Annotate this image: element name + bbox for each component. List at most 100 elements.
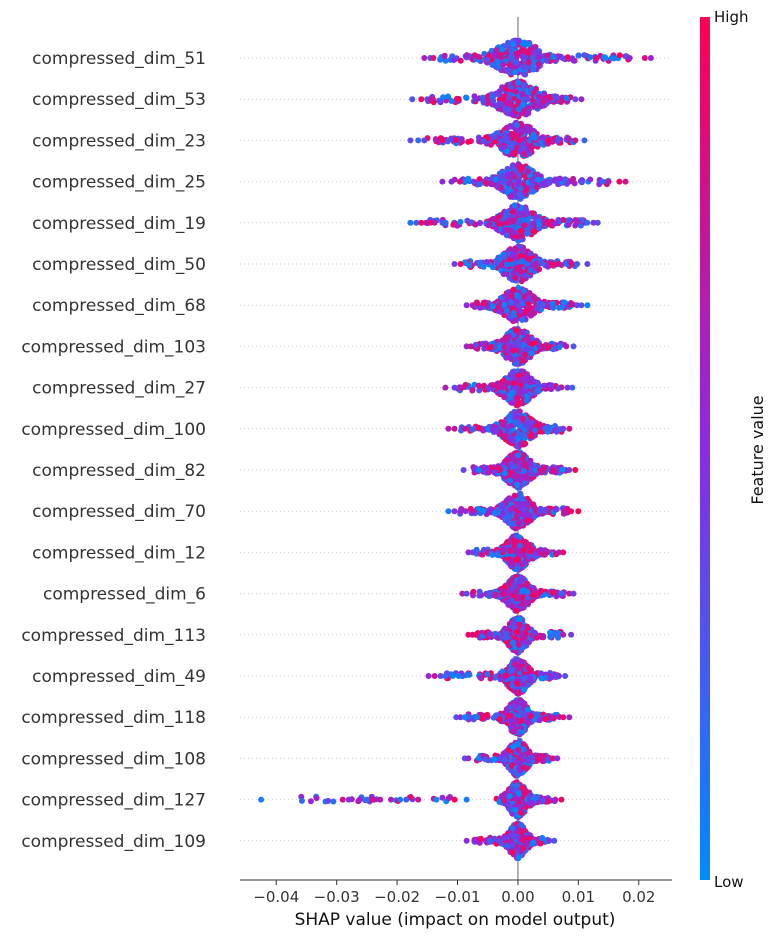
shap-point (491, 52, 497, 59)
shap-point (534, 176, 541, 183)
shap-point (568, 631, 575, 638)
shap-point (506, 470, 513, 477)
shap-point (608, 55, 615, 61)
shap-point (469, 549, 476, 556)
shap-point (522, 440, 529, 447)
shap-point (524, 168, 531, 175)
shap-point (566, 467, 573, 473)
shap-point (544, 52, 551, 59)
shap-point (515, 435, 522, 442)
shap-point (510, 380, 517, 387)
shap-point (503, 307, 510, 314)
shap-point (533, 634, 540, 641)
shap-point (436, 97, 443, 104)
shap-point (515, 377, 522, 384)
shap-point (563, 343, 570, 350)
shap-point (515, 519, 522, 526)
shap-point (476, 220, 483, 226)
shap-point (493, 176, 500, 183)
shap-point (549, 589, 556, 596)
shap-point (445, 93, 451, 100)
shap-point (512, 246, 519, 253)
shap-point (584, 302, 591, 309)
shap-point (529, 188, 536, 195)
shap-point (559, 466, 566, 473)
shap-point (523, 475, 530, 482)
shap-point (517, 308, 524, 315)
shap-point (458, 136, 465, 142)
shap-point (524, 517, 531, 524)
shap-point (497, 502, 504, 509)
shap-point (515, 500, 522, 507)
shap-point (512, 275, 519, 281)
shap-point (486, 630, 493, 637)
shap-point (466, 262, 473, 269)
shap-point (574, 261, 581, 267)
shap-point (539, 551, 546, 558)
shap-point (528, 183, 535, 190)
shap-point (508, 48, 515, 55)
shap-point (510, 41, 517, 48)
shap-point (530, 228, 537, 235)
shap-point (433, 137, 440, 144)
shap-point (523, 599, 530, 606)
shap-point (530, 66, 537, 73)
shap-point (553, 506, 560, 513)
shap-point (490, 97, 496, 104)
shap-point (441, 53, 448, 60)
shap-point (439, 137, 446, 144)
shap-point (502, 634, 509, 641)
shap-point (508, 577, 515, 584)
shap-point (508, 460, 515, 467)
shap-point (509, 208, 516, 215)
shap-point (555, 260, 562, 267)
shap-point (526, 548, 533, 555)
shap-point (570, 343, 577, 350)
shap-point (515, 594, 521, 601)
shap-point (529, 54, 536, 61)
shap-point (572, 137, 579, 144)
shap-point (463, 94, 469, 101)
shap-point (517, 227, 524, 234)
shap-point (584, 219, 591, 226)
shap-point (511, 410, 518, 417)
shap-point (524, 333, 531, 340)
shap-point (501, 470, 508, 477)
shap-point (622, 178, 629, 185)
shap-point (495, 464, 502, 471)
shap-point (520, 64, 527, 70)
shap-point (565, 135, 572, 142)
shap-point (525, 147, 532, 154)
shap-point (538, 259, 545, 266)
shap-point (460, 467, 467, 473)
shap-point (480, 98, 487, 105)
shap-point (513, 539, 519, 545)
shap-point (563, 95, 570, 102)
shap-point (440, 94, 447, 101)
shap-point (602, 55, 609, 61)
shap-point (465, 138, 472, 145)
shap-point (509, 132, 516, 139)
shap-point (590, 219, 597, 226)
shap-point (535, 382, 542, 389)
shap-point (520, 287, 527, 294)
shap-point (593, 55, 600, 61)
shap-point (520, 108, 527, 115)
shap-point (448, 98, 455, 104)
shap-point (423, 219, 430, 226)
shap-point (486, 590, 493, 597)
shap-point (469, 387, 476, 394)
shap-point (462, 259, 468, 266)
shap-point (575, 508, 582, 515)
shap-point (563, 180, 570, 187)
shap-point (495, 509, 502, 516)
shap-point (508, 54, 515, 60)
shap-point (599, 178, 606, 185)
shap-point (507, 547, 514, 554)
shap-point (550, 346, 557, 353)
shap-point (523, 96, 530, 103)
shap-point (451, 508, 458, 515)
shap-point (505, 39, 512, 46)
shap-point (505, 171, 512, 178)
